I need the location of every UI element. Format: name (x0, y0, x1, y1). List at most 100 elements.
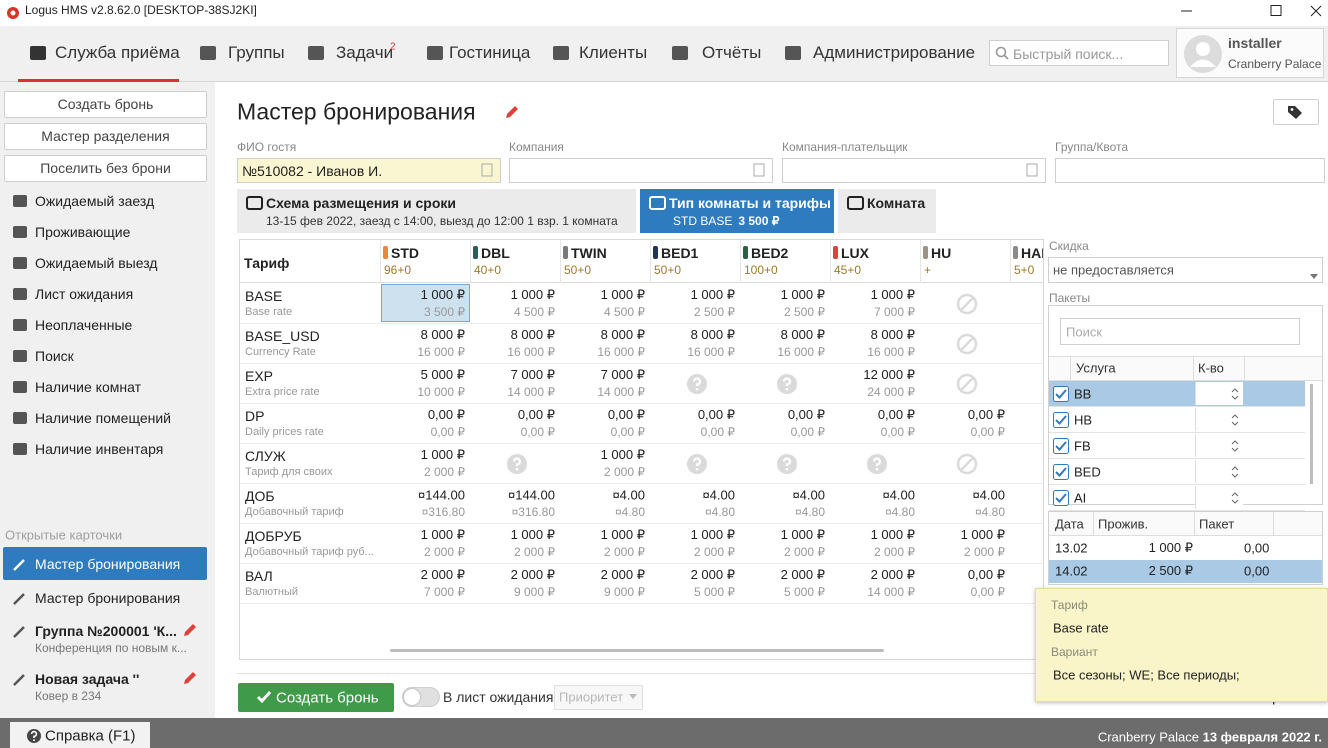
sidebar-button[interactable]: Создать бронь (4, 91, 207, 118)
rate-price[interactable]: 12 000 ₽ (863, 367, 915, 382)
field-input[interactable] (237, 158, 501, 183)
rate-price[interactable]: 1 000 ₽ (420, 447, 465, 462)
packages-label: Пакеты (1049, 291, 1091, 305)
rate-price[interactable]: ¤4.00 (972, 487, 1005, 503)
priority-select[interactable] (554, 685, 643, 710)
card-title[interactable]: Мастер бронирования (35, 556, 181, 572)
rate-price[interactable]: 2 000 ₽ (600, 567, 645, 582)
nav-item[interactable]: Задачи (336, 43, 394, 62)
menu-item[interactable]: Наличие инвентаря (35, 441, 164, 457)
rate-price[interactable]: ¤4.00 (702, 487, 735, 503)
rate-price[interactable]: 0,00 ₽ (517, 407, 555, 422)
package-checkbox[interactable] (1053, 490, 1069, 506)
rate-price[interactable]: ¤4.00 (792, 487, 825, 503)
rate-price[interactable]: 2 000 ₽ (780, 567, 825, 582)
rate-price[interactable]: 2 000 ₽ (690, 567, 735, 582)
rate-price[interactable]: 1 000 ₽ (690, 287, 735, 302)
rate-price[interactable]: 0,00 ₽ (967, 407, 1005, 422)
rate-price[interactable]: 1 000 ₽ (870, 287, 915, 302)
room-name: DBL (481, 245, 510, 261)
room-name: BED2 (751, 245, 789, 261)
menu-item[interactable]: Наличие комнат (35, 379, 141, 395)
field-input[interactable] (509, 158, 773, 183)
rate-total: 5 000 ₽ (784, 585, 825, 599)
rate-price[interactable]: 0,00 ₽ (697, 407, 735, 422)
rate-price[interactable]: 1 000 ₽ (870, 527, 915, 542)
rate-price[interactable]: 8 000 ₽ (420, 327, 465, 342)
rate-price[interactable]: ¤144.00 (418, 487, 465, 503)
menu-item[interactable]: Ожидаемый выезд (35, 255, 158, 271)
rate-price[interactable]: 1 000 ₽ (600, 447, 645, 462)
rate-price[interactable]: 7 000 ₽ (510, 367, 555, 382)
nav-item[interactable]: Группы (228, 43, 285, 62)
rate-price[interactable]: 0,00 ₽ (607, 407, 645, 422)
menu-item[interactable]: Поиск (35, 348, 74, 364)
rate-price[interactable]: ¤4.00 (612, 487, 645, 503)
package-qty[interactable] (1195, 382, 1243, 405)
package-checkbox[interactable] (1053, 412, 1069, 428)
rate-price[interactable]: 0,00 ₽ (427, 407, 465, 422)
tab-title: Тип комнаты и тарифы (669, 195, 831, 211)
nav-item[interactable]: Отчёты (702, 43, 762, 62)
nav-item[interactable]: Гостиница (449, 43, 531, 62)
rate-price[interactable]: 8 000 ₽ (690, 327, 735, 342)
rate-price[interactable]: 1 000 ₽ (780, 527, 825, 542)
rate-price[interactable]: 1 000 ₽ (600, 527, 645, 542)
package-qty[interactable] (1195, 434, 1243, 457)
field-input[interactable] (1055, 158, 1325, 183)
rate-price[interactable]: 2 000 ₽ (510, 567, 555, 582)
rate-price[interactable]: 0,00 ₽ (877, 407, 915, 422)
room-availability: 96+0 (384, 263, 412, 277)
package-qty[interactable] (1195, 460, 1243, 483)
rate-price[interactable]: 2 000 ₽ (420, 567, 465, 582)
menu-icon (12, 411, 28, 425)
field-label: Компания (509, 140, 564, 154)
package-qty[interactable] (1195, 486, 1243, 509)
menu-item[interactable]: Ожидаемый заезд (35, 193, 155, 209)
rate-price[interactable]: 1 000 ₽ (510, 527, 555, 542)
package-qty[interactable] (1195, 408, 1243, 431)
card-title[interactable]: Новая задача '' (35, 671, 140, 687)
packages-search[interactable] (1060, 318, 1300, 345)
edit-icon[interactable] (503, 103, 521, 121)
nav-item[interactable]: Администрирование (813, 43, 976, 62)
rate-price[interactable]: 1 000 ₽ (960, 527, 1005, 542)
rate-price[interactable]: 2 000 ₽ (870, 567, 915, 582)
rate-price[interactable]: 8 000 ₽ (780, 327, 825, 342)
discount-select[interactable] (1048, 257, 1323, 283)
menu-item[interactable]: Наличие помещений (35, 410, 171, 426)
tab[interactable] (237, 189, 636, 233)
card-title[interactable]: Группа №200001 'К... (35, 623, 177, 639)
nav-item[interactable]: Служба приёма (55, 43, 180, 62)
menu-item[interactable]: Лист ожидания (35, 286, 134, 302)
rate-price[interactable]: ¤4.00 (882, 487, 915, 503)
rate-price[interactable]: ¤144.00 (508, 487, 555, 503)
field-input[interactable] (782, 158, 1046, 183)
rate-price[interactable]: 0,00 ₽ (967, 567, 1005, 582)
rate-price[interactable]: 1 000 ₽ (510, 287, 555, 302)
rate-price[interactable]: 1 000 ₽ (780, 287, 825, 302)
rate-price[interactable]: 1 000 ₽ (690, 527, 735, 542)
rate-price[interactable]: 8 000 ₽ (870, 327, 915, 342)
rate-price[interactable]: 1 000 ₽ (420, 527, 465, 542)
rate-price[interactable]: 5 000 ₽ (420, 367, 465, 382)
rate-price[interactable]: 1 000 ₽ (600, 287, 645, 302)
menu-item[interactable]: Проживающие (35, 224, 131, 240)
quick-search[interactable] (989, 40, 1169, 66)
card-title[interactable]: Мастер бронирования (35, 590, 181, 606)
sidebar-button[interactable]: Мастер разделения (4, 123, 207, 150)
nav-item[interactable]: Клиенты (579, 43, 648, 62)
rate-price[interactable]: 7 000 ₽ (600, 367, 645, 382)
package-checkbox[interactable] (1053, 464, 1069, 480)
sidebar-button[interactable]: Поселить без брони (4, 155, 207, 182)
menu-item[interactable]: Неоплаченные (35, 317, 133, 333)
package-checkbox[interactable] (1053, 386, 1069, 402)
rate-price[interactable]: 1 000 ₽ (420, 287, 465, 302)
package-checkbox[interactable] (1053, 438, 1069, 454)
rate-price[interactable]: 0,00 ₽ (787, 407, 825, 422)
h-scrollbar[interactable] (390, 649, 884, 652)
rate-price[interactable]: 8 000 ₽ (600, 327, 645, 342)
window-controls[interactable] (1176, 2, 1326, 20)
rate-price[interactable]: 8 000 ₽ (510, 327, 555, 342)
tab[interactable] (640, 189, 834, 233)
